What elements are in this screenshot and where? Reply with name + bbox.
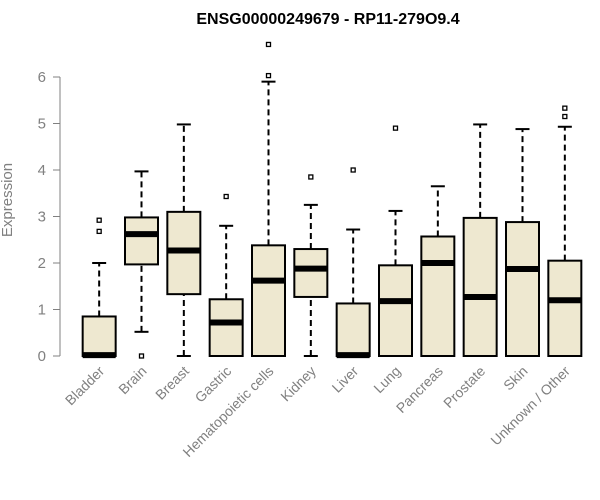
iqr-box bbox=[124, 216, 159, 266]
outlier-point bbox=[96, 217, 102, 223]
x-category-label: Liver bbox=[329, 363, 362, 396]
box-unknown-other bbox=[547, 105, 583, 357]
outlier-point bbox=[350, 167, 356, 173]
iqr-box bbox=[293, 248, 329, 298]
iqr-box bbox=[378, 264, 413, 358]
box-liver bbox=[335, 167, 371, 359]
boxes-layer bbox=[81, 41, 583, 359]
outlier-point bbox=[265, 41, 272, 48]
y-tick-label: 3 bbox=[38, 209, 46, 226]
y-tick-label: 1 bbox=[38, 302, 46, 319]
x-category-label: Pancreas bbox=[393, 363, 446, 416]
outlier-point bbox=[562, 113, 568, 120]
outlier-point bbox=[562, 105, 568, 111]
x-category-label: Bladder bbox=[62, 363, 108, 409]
outlier-point bbox=[96, 228, 102, 235]
y-axis-label: Expression bbox=[0, 163, 16, 237]
x-category-label: Unknown / Other bbox=[487, 363, 573, 449]
y-tick-label: 4 bbox=[38, 162, 46, 179]
x-category-label: Lung bbox=[370, 363, 403, 396]
y-tick-label: 5 bbox=[38, 116, 46, 133]
outlier-point bbox=[223, 193, 229, 200]
box-hematopoietic-cells bbox=[251, 41, 286, 357]
iqr-box bbox=[547, 259, 583, 357]
x-category-label: Prostate bbox=[440, 363, 488, 411]
iqr-box bbox=[208, 298, 244, 357]
y-tick-label: 0 bbox=[38, 348, 46, 365]
x-category-label: Skin bbox=[500, 363, 531, 394]
iqr-box bbox=[251, 244, 286, 357]
y-tick-label: 6 bbox=[38, 69, 46, 86]
x-category-label: Breast bbox=[152, 363, 192, 403]
iqr-box bbox=[335, 302, 371, 357]
x-category-label: Brain bbox=[115, 363, 149, 397]
box-pancreas bbox=[420, 185, 456, 357]
iqr-box bbox=[81, 315, 117, 358]
box-skin bbox=[505, 128, 540, 357]
outlier-point bbox=[265, 72, 272, 79]
y-tick-label: 2 bbox=[38, 255, 46, 272]
outlier-point bbox=[138, 353, 145, 359]
y-axis: 0 1 2 3 4 5 6 bbox=[38, 69, 61, 365]
chart-title: ENSG00000249679 - RP11-279O9.4 bbox=[196, 11, 459, 28]
box-prostate bbox=[462, 123, 498, 357]
iqr-box bbox=[420, 235, 456, 357]
iqr-box bbox=[505, 221, 540, 357]
outlier-point bbox=[308, 174, 314, 180]
box-kidney bbox=[293, 174, 329, 357]
box-brain bbox=[124, 170, 159, 359]
box-breast bbox=[166, 123, 202, 357]
outlier-point bbox=[392, 125, 399, 131]
box-gastric bbox=[208, 193, 244, 357]
box-lung bbox=[378, 125, 413, 358]
box-bladder bbox=[81, 217, 117, 359]
iqr-box bbox=[462, 216, 498, 357]
x-category-label: Kidney bbox=[277, 363, 319, 405]
